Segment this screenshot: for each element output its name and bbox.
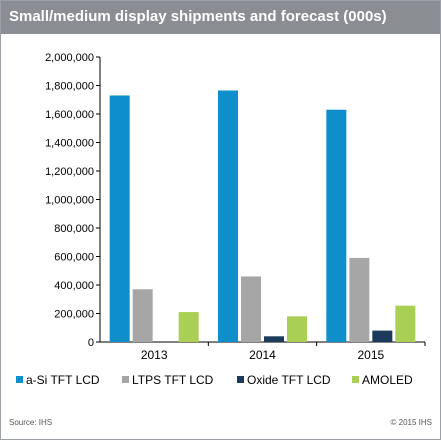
y-tick-label: 1,800,000 [45, 81, 94, 93]
y-tick-label: 200,000 [54, 309, 94, 321]
legend-label-ltps-tft-lcd: LTPS TFT LCD [132, 373, 214, 387]
y-tick-label: 0 [88, 337, 94, 349]
x-tick-label: 2014 [249, 348, 276, 362]
bar-a-si-tft-lcd-2013 [109, 95, 130, 342]
bar-amoled-2013 [178, 312, 199, 342]
legend-label-oxide-tft-lcd: Oxide TFT LCD [247, 373, 331, 387]
bar-a-si-tft-lcd-2015 [326, 109, 347, 342]
legend-label-a-si-tft-lcd: a-Si TFT LCD [26, 373, 100, 387]
x-tick-label: 2013 [141, 348, 168, 362]
y-tick-label: 600,000 [54, 252, 94, 264]
y-tick-label: 1,600,000 [45, 109, 94, 121]
chart-title: Small/medium display shipments and forec… [9, 8, 387, 25]
bar-ltps-tft-lcd-2013 [132, 289, 153, 342]
y-tick-label: 1,200,000 [45, 166, 94, 178]
legend-swatch-a-si-tft-lcd [16, 376, 23, 383]
copyright-note: © 2015 IHS [390, 418, 432, 427]
bar-ltps-tft-lcd-2015 [349, 257, 370, 342]
y-tick-label: 1,000,000 [45, 195, 94, 207]
bar-amoled-2015 [395, 305, 416, 342]
y-tick-label: 800,000 [54, 223, 94, 235]
x-tick-label: 2015 [357, 348, 384, 362]
bar-oxide-tft-lcd-2014 [264, 336, 284, 342]
bar-amoled-2014 [287, 316, 307, 342]
legend-swatch-amoled [352, 376, 359, 383]
source-note: Source: IHS [9, 418, 53, 427]
bar-oxide-tft-lcd-2015 [372, 330, 393, 342]
legend-label-amoled: AMOLED [362, 373, 413, 387]
bar-a-si-tft-lcd-2014 [218, 90, 238, 342]
y-tick-label: 2,000,000 [45, 52, 94, 64]
legend-swatch-ltps-tft-lcd [122, 376, 129, 383]
y-tick-label: 400,000 [54, 280, 94, 292]
title-bar: Small/medium display shipments and forec… [1, 1, 440, 34]
y-tick-label: 1,400,000 [45, 138, 94, 150]
legend-swatch-oxide-tft-lcd [237, 376, 244, 383]
bar-ltps-tft-lcd-2014 [241, 276, 261, 342]
